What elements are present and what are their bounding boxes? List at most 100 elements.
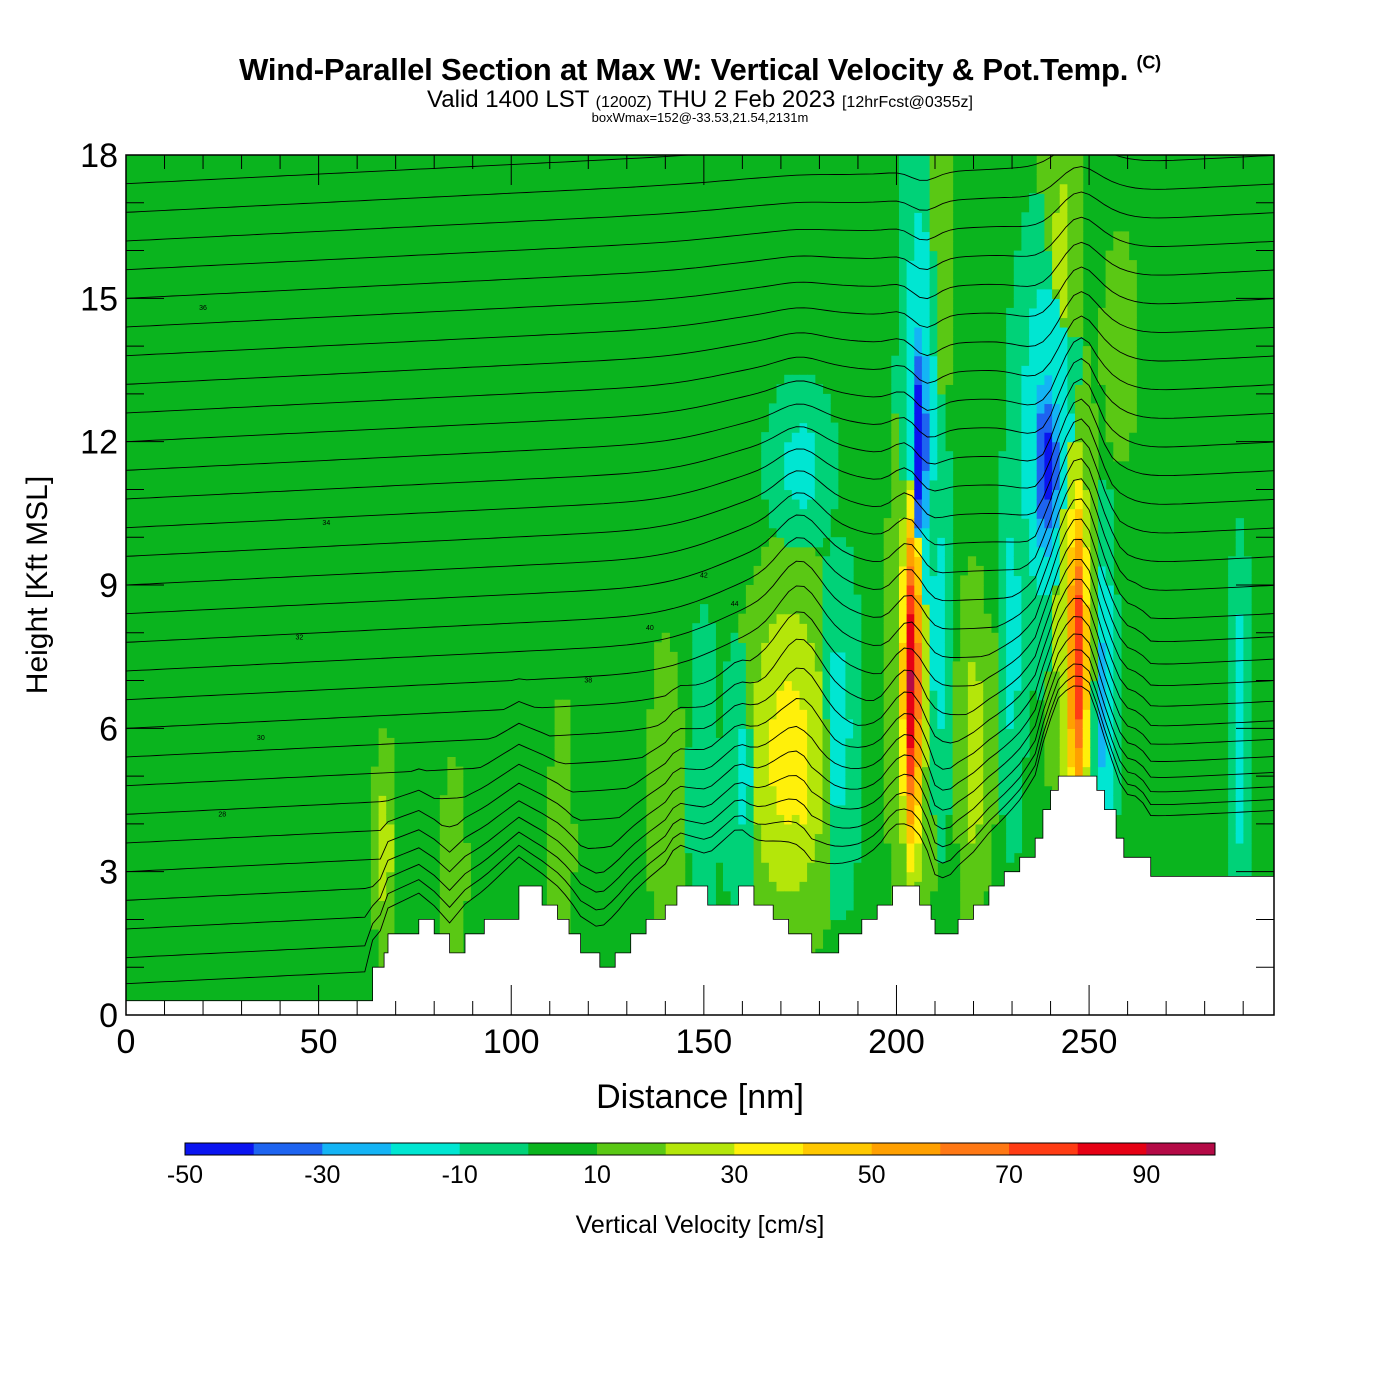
velocity-cell bbox=[723, 852, 732, 863]
velocity-cell bbox=[661, 737, 670, 749]
velocity-cell bbox=[1235, 661, 1244, 672]
velocity-cell bbox=[761, 451, 770, 462]
velocity-cell bbox=[1006, 451, 1015, 462]
velocity-cell bbox=[707, 747, 716, 758]
velocity-cell bbox=[952, 823, 961, 835]
velocity-cell bbox=[944, 288, 954, 299]
velocity-cell bbox=[799, 651, 808, 663]
velocity-cell bbox=[723, 747, 732, 758]
colorbar-swatch bbox=[803, 1143, 873, 1155]
velocity-cell bbox=[807, 460, 816, 471]
velocity-cell bbox=[937, 565, 946, 577]
velocity-cell bbox=[745, 728, 755, 739]
velocity-cell bbox=[906, 556, 915, 567]
velocity-cell bbox=[745, 604, 755, 615]
velocity-cell bbox=[914, 260, 923, 271]
velocity-cell bbox=[1006, 766, 1015, 777]
velocity-cell bbox=[1105, 269, 1114, 280]
velocity-cell bbox=[692, 728, 701, 739]
velocity-cell bbox=[378, 795, 387, 806]
velocity-cell bbox=[753, 862, 762, 873]
velocity-cell bbox=[1044, 307, 1053, 319]
velocity-cell bbox=[784, 403, 793, 414]
velocity-cell bbox=[929, 546, 938, 557]
y-tick-label: 0 bbox=[99, 997, 118, 1035]
velocity-cell bbox=[447, 766, 456, 777]
velocity-cell bbox=[837, 680, 847, 691]
velocity-cell bbox=[791, 671, 801, 682]
velocity-cell bbox=[1013, 441, 1023, 452]
velocity-cell bbox=[1113, 757, 1122, 768]
velocity-cell bbox=[1128, 298, 1137, 309]
velocity-cell bbox=[1052, 460, 1061, 471]
velocity-cell bbox=[960, 909, 969, 921]
velocity-cell bbox=[1059, 155, 1068, 166]
velocity-cell bbox=[906, 413, 915, 424]
velocity-cell bbox=[883, 757, 892, 768]
velocity-cell bbox=[883, 623, 892, 634]
velocity-cell bbox=[661, 747, 670, 758]
velocity-cell bbox=[1029, 613, 1038, 624]
velocity-cell bbox=[883, 613, 892, 624]
velocity-cell bbox=[776, 890, 785, 901]
velocity-cell bbox=[1090, 728, 1099, 739]
velocity-cell bbox=[562, 747, 571, 758]
velocity-cell bbox=[776, 823, 785, 835]
velocity-cell bbox=[1105, 327, 1114, 338]
velocity-cell bbox=[799, 823, 808, 835]
velocity-cell bbox=[960, 823, 969, 835]
velocity-cell bbox=[1113, 307, 1122, 319]
velocity-cell bbox=[990, 728, 1000, 739]
velocity-cell bbox=[1029, 336, 1038, 347]
velocity-cell bbox=[370, 919, 380, 930]
velocity-cell bbox=[768, 594, 778, 605]
velocity-cell bbox=[776, 613, 785, 624]
velocity-cell bbox=[1059, 441, 1068, 452]
velocity-cell bbox=[937, 174, 946, 185]
velocity-cell bbox=[921, 852, 931, 863]
velocity-cell bbox=[830, 499, 839, 510]
velocity-cell bbox=[784, 642, 793, 653]
velocity-cell bbox=[753, 871, 762, 882]
velocity-cell bbox=[1235, 862, 1244, 873]
velocity-cell bbox=[891, 374, 900, 385]
velocity-cell bbox=[845, 623, 854, 634]
velocity-cell bbox=[738, 747, 747, 758]
velocity-cell bbox=[730, 757, 739, 768]
velocity-cell bbox=[1128, 403, 1137, 414]
velocity-cell bbox=[967, 737, 977, 749]
velocity-cell bbox=[723, 814, 732, 825]
velocity-cell bbox=[1006, 393, 1015, 405]
velocity-cell bbox=[1113, 737, 1122, 749]
velocity-cell bbox=[1098, 537, 1107, 548]
velocity-cell bbox=[960, 747, 969, 758]
velocity-cell bbox=[1098, 728, 1107, 739]
velocity-cell bbox=[1044, 613, 1053, 624]
velocity-cell bbox=[1036, 690, 1045, 701]
velocity-cell bbox=[386, 814, 395, 825]
velocity-cell bbox=[906, 499, 915, 510]
velocity-cell bbox=[906, 843, 915, 854]
velocity-cell bbox=[952, 737, 961, 749]
velocity-cell bbox=[776, 718, 785, 729]
velocity-cell bbox=[791, 518, 801, 529]
velocity-cell bbox=[1059, 747, 1068, 758]
velocity-cell bbox=[1067, 298, 1076, 309]
velocity-cell bbox=[914, 852, 923, 863]
velocity-cell bbox=[1098, 307, 1107, 319]
velocity-cell bbox=[669, 862, 678, 873]
velocity-cell bbox=[1052, 776, 1061, 787]
velocity-cell bbox=[562, 900, 571, 911]
velocity-cell bbox=[906, 766, 915, 777]
velocity-cell bbox=[914, 518, 923, 529]
velocity-cell bbox=[814, 651, 824, 663]
velocity-cell bbox=[1052, 642, 1061, 653]
velocity-cell bbox=[1029, 651, 1038, 663]
velocity-cell bbox=[1059, 661, 1068, 672]
velocity-cell bbox=[914, 298, 923, 309]
velocity-cell bbox=[853, 651, 862, 663]
velocity-cell bbox=[975, 737, 984, 749]
velocity-cell bbox=[684, 757, 693, 768]
velocity-cell bbox=[944, 155, 954, 166]
velocity-cell bbox=[791, 718, 801, 729]
